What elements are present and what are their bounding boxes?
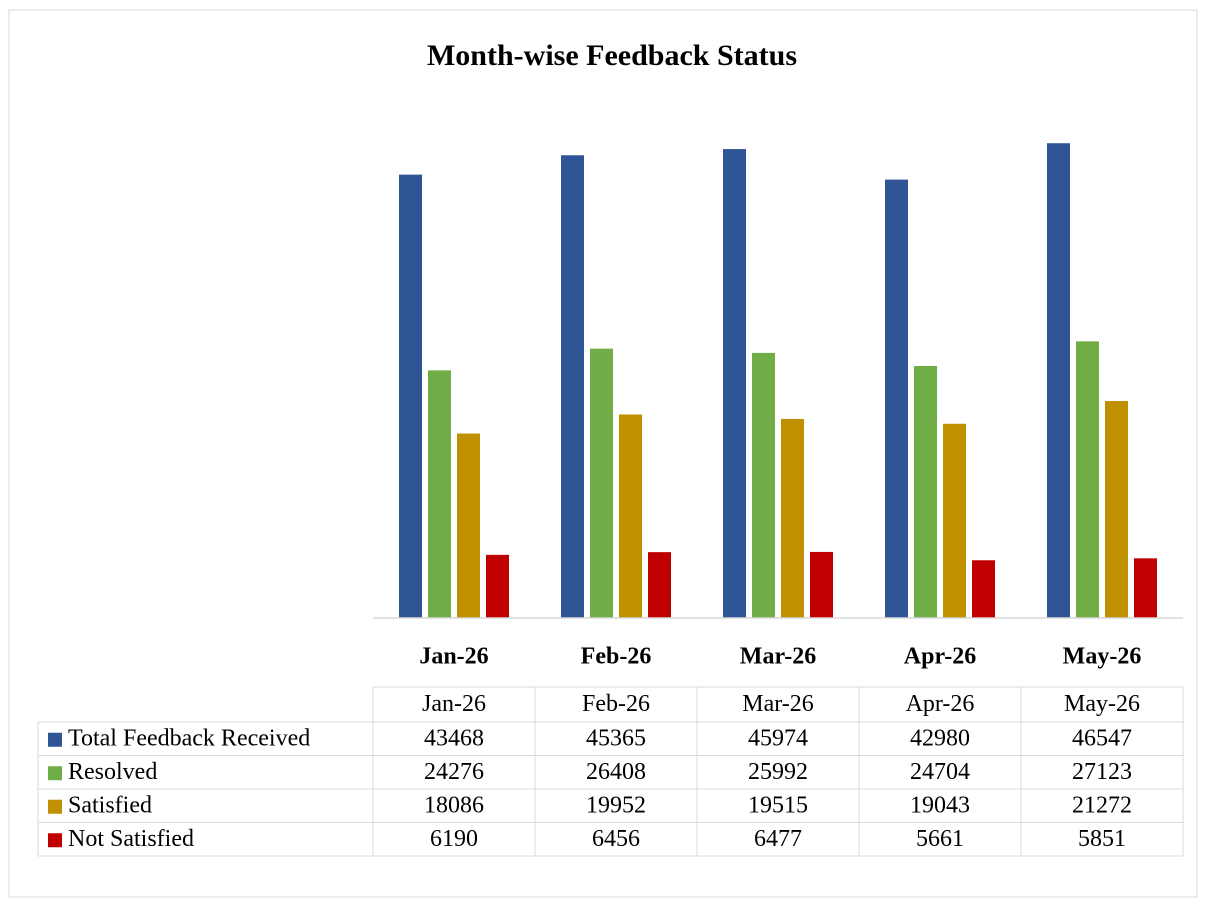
x-tick-label: Apr-26 [904,644,976,670]
table-cell: 25992 [748,759,808,785]
legend-label: Resolved [68,759,157,785]
bar [885,179,908,618]
bar [561,155,584,619]
table-cell: 27123 [1072,759,1132,785]
bar [810,551,833,618]
bar [619,414,642,618]
x-tick-label: Jan-26 [419,644,488,670]
table-cell: 26408 [586,759,646,785]
table-header: Feb-26 [582,691,650,717]
table-cell: 46547 [1072,725,1132,751]
table-cell: 19043 [910,792,970,818]
bar [1105,401,1128,618]
table-header: Mar-26 [742,691,814,717]
table-cell: 6477 [754,826,802,852]
legend-swatch [48,766,62,781]
legend-swatch [48,799,62,814]
bar [752,352,775,618]
bar [723,149,746,619]
table-cell: 5661 [916,826,964,852]
table-header: Apr-26 [906,691,975,717]
table-cell: 24276 [424,759,484,785]
table-cell: 6456 [592,826,640,852]
table-cell: 42980 [910,725,970,751]
bar [781,418,804,618]
table-cell: 19515 [748,792,808,818]
bar [943,423,966,618]
bar [648,552,671,618]
bar [590,348,613,618]
legend-swatch [48,732,62,747]
table-cell: 43468 [424,725,484,751]
legend-label: Total Feedback Received [68,725,310,751]
table-cell: 21272 [1072,792,1132,818]
x-tick-label: Mar-26 [740,644,816,670]
table-header: Jan-26 [422,691,486,717]
legend-swatch [48,833,62,848]
table-cell: 18086 [424,792,484,818]
table-cell: 19952 [586,792,646,818]
table-cell: 24704 [910,759,970,785]
bar [1047,143,1070,619]
bar [486,554,509,618]
x-tick-label: Feb-26 [581,644,652,670]
bar [914,366,937,618]
x-tick-label: May-26 [1063,644,1142,670]
bar [457,433,480,618]
bar [399,174,422,618]
bar [428,370,451,618]
chart-title: Month-wise Feedback Status [427,39,797,72]
table-cell: 45974 [748,725,808,751]
table-cell: 45365 [586,725,646,751]
table-cell: 6190 [430,826,478,852]
bar [1076,341,1099,618]
table-header: May-26 [1064,691,1140,717]
bar [1134,558,1157,618]
legend-label: Satisfied [68,792,152,818]
table-cell: 5851 [1078,826,1126,852]
legend-label: Not Satisfied [68,826,194,852]
bar [972,560,995,618]
